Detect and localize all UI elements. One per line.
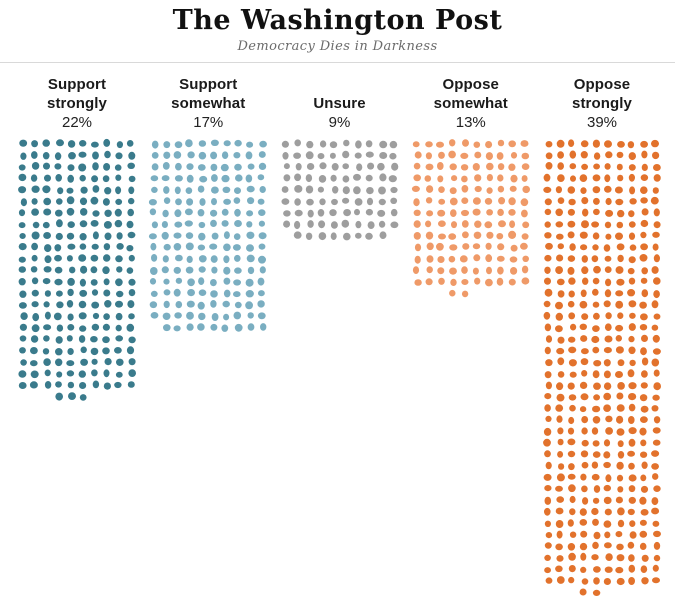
column-header-unsure: Unsure 9% — [280, 75, 400, 132]
dot-grid-unsure — [280, 138, 400, 244]
column-percent: 22% — [61, 114, 93, 131]
dot-grid-support-strongly — [17, 138, 137, 405]
column-label-line2: somewhat — [171, 95, 246, 112]
column-percent: 13% — [455, 114, 486, 131]
column-label-line2: strongly — [572, 95, 632, 112]
masthead-divider — [0, 62, 675, 63]
column-header-oppose-somewhat: Oppose somewhat 13% — [411, 75, 531, 132]
dot-grid-svg — [411, 139, 530, 298]
dot-grid-svg — [149, 139, 268, 332]
column-percent: 9% — [328, 114, 351, 131]
chart-column-oppose-strongly: Oppose strongly 39% — [542, 75, 662, 600]
column-label-line1: Support — [47, 76, 107, 93]
column-label-line2: somewhat — [433, 95, 508, 112]
dot-grid-oppose-somewhat — [411, 138, 531, 301]
column-header-oppose-strongly: Oppose strongly 39% — [542, 75, 662, 132]
column-header-support-strongly: Support strongly 22% — [17, 75, 137, 132]
dot-grid-svg — [18, 138, 136, 401]
column-label-line1: Oppose — [442, 76, 499, 93]
masthead: The Washington Post Democracy Dies in Da… — [0, 0, 675, 56]
dot-matrix-chart: Support strongly 22% Support somewhat 17… — [0, 63, 675, 600]
chart-column-support-strongly: Support strongly 22% — [17, 75, 137, 600]
dot-grid-oppose-strongly — [542, 138, 662, 600]
dot-grid-svg — [281, 139, 398, 241]
column-percent: 39% — [586, 114, 618, 131]
chart-column-unsure: Unsure 9% — [280, 75, 400, 600]
column-percent: 17% — [193, 114, 224, 131]
column-header-support-somewhat: Support somewhat 17% — [148, 75, 268, 132]
column-label-line1 — [280, 75, 400, 94]
column-label-line2: Unsure — [313, 95, 366, 112]
dot-grid-support-somewhat — [148, 138, 268, 336]
column-label-line1: Support — [179, 76, 238, 93]
column-label-line2: strongly — [47, 95, 107, 112]
chart-column-support-somewhat: Support somewhat 17% — [148, 75, 268, 600]
dot-grid-svg — [543, 139, 661, 596]
masthead-tagline: Democracy Dies in Darkness — [237, 39, 438, 54]
column-label-line1: Oppose — [573, 76, 631, 93]
masthead-title: The Washington Post — [172, 5, 503, 36]
chart-column-oppose-somewhat: Oppose somewhat 13% — [411, 75, 531, 600]
